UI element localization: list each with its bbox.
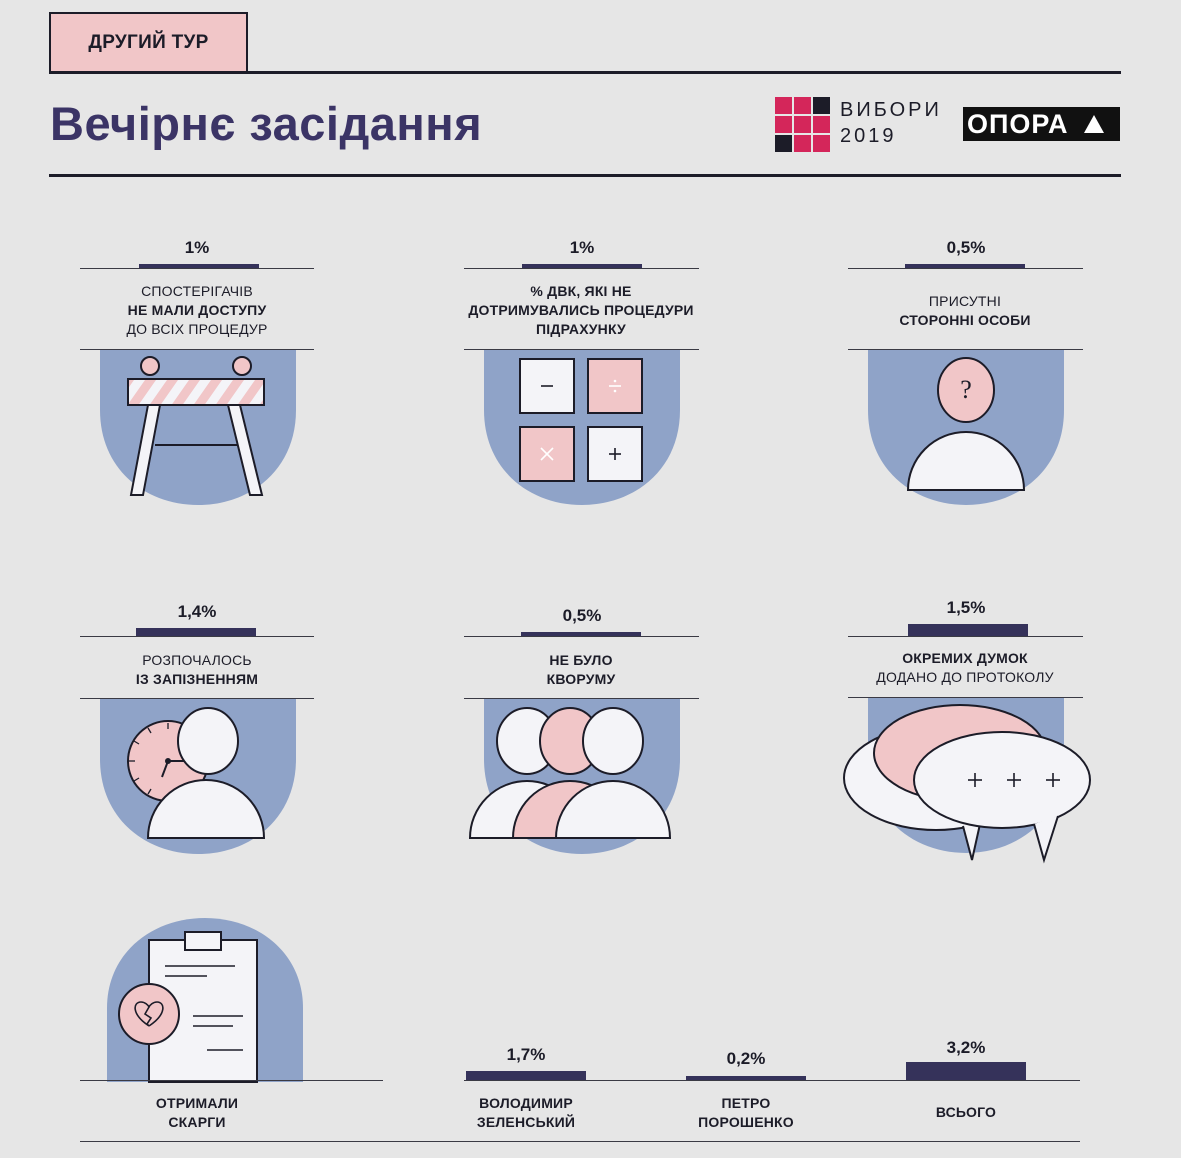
svg-text:?: ? [960,375,972,404]
bar [906,1062,1026,1080]
bar-baseline [464,636,699,637]
page-title: Вечірнє засідання [50,97,483,150]
caption-rule [80,698,314,699]
caption-rule [464,698,699,699]
complaints-bar-baseline [464,1080,1080,1081]
bar [139,264,259,269]
card-caption: ПРИСУТНІ СТОРОННІ ОСОБИ [899,293,1031,328]
percent-label: 0,5% [562,606,602,625]
clock-person-icon [100,699,296,854]
speech-bubbles-icon [843,698,1091,864]
percent-label: 1,5% [946,598,986,617]
card-caption: ОКРЕМИХ ДУМОК ДОДАНО ДО ПРОТОКОЛУ [876,650,1054,685]
bar [908,624,1028,636]
group-icon [468,699,680,854]
percent-label: 3,2% [946,1038,986,1057]
percent-label: 1,4% [177,602,217,621]
candidate-label: ВСЬОГО [935,1104,997,1120]
bar-baseline [80,268,314,269]
card-caption: РОЗПОЧАЛОСЬ ІЗ ЗАПІЗНЕННЯМ [135,652,259,687]
card-caption: % ДВК, ЯКІ НЕ ДОТРИМУВАЛИСЬ ПРОЦЕДУРИ ПІ… [468,283,694,337]
caption-rule [80,349,314,350]
card-caption: СПОСТЕРІГАЧІВ НЕ МАЛИ ДОСТУПУ ДО ВСІХ ПР… [126,283,268,337]
complaints-label: ОТРИМАЛИ СКАРГИ [155,1095,239,1130]
bar [686,1076,806,1080]
header-top-rule [49,71,1121,74]
candidate-label: ВОЛОДИМИР ЗЕЛЕНСЬКИЙ [476,1095,576,1130]
caption-rule [848,697,1083,698]
complaints-icon-baseline [80,1080,383,1081]
bar-baseline [80,636,314,637]
percent-label: 1,7% [506,1045,546,1064]
bar [521,632,641,637]
caption-rule [848,349,1083,350]
bar [905,264,1025,269]
vybory-logo-text: ВИБОРИ 2019 [840,99,942,147]
bottom-rule [80,1141,1080,1142]
vybory-logo-icon [775,97,830,152]
barrier-icon [100,350,296,505]
calculator-icon [484,350,680,505]
candidate-label: ПЕТРО ПОРОШЕНКО [698,1095,794,1130]
bar [466,1071,586,1080]
percent-label: 0,2% [726,1049,766,1068]
complaint-document-icon [107,918,303,1083]
percent-label: 1% [569,238,595,257]
bar [136,628,256,636]
round-tag: ДРУГИЙ ТУР [49,12,248,72]
unknown-person-icon: ? [868,350,1064,505]
bar-baseline [848,636,1083,637]
caption-rule [464,349,699,350]
percent-label: 0,5% [946,238,986,257]
bar-baseline [848,268,1083,269]
header-bottom-rule [49,174,1121,177]
opora-logo: ОПОРА [963,107,1120,141]
card-caption: НЕ БУЛО КВОРУМУ [546,652,616,687]
bar-baseline [464,268,699,269]
percent-label: 1% [184,238,210,257]
bar [522,264,642,269]
triangle-logo-icon [1083,115,1104,133]
